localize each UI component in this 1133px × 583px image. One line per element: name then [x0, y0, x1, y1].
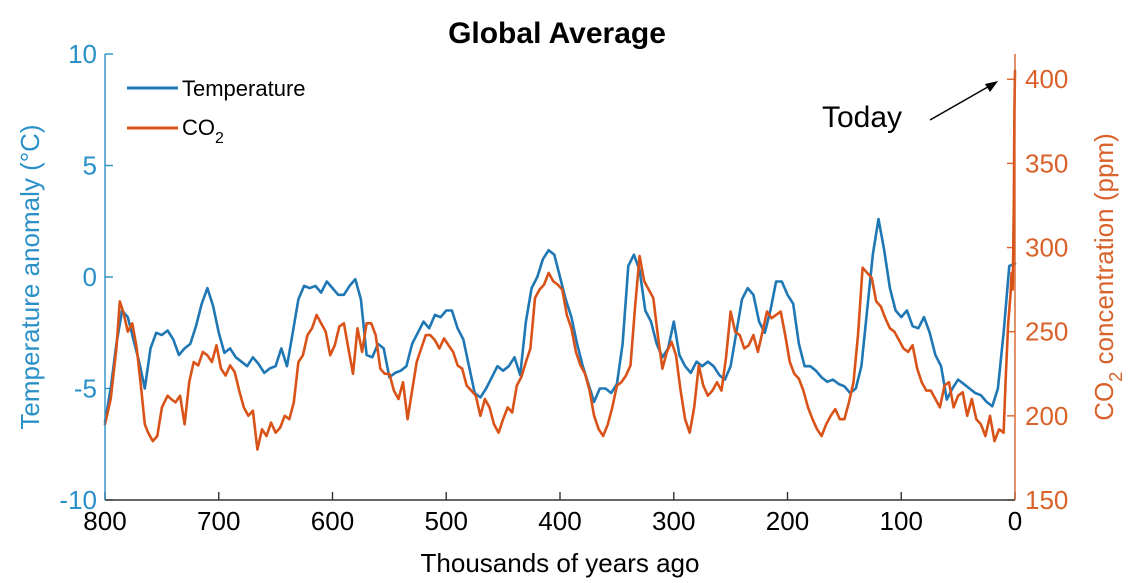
today-arrow: [929, 83, 994, 121]
co2-series-line: [103, 69, 1017, 451]
x-tick-label: 500: [425, 506, 468, 536]
right-tick-label: 200: [1025, 401, 1068, 431]
left-tick-label: 10: [68, 39, 97, 69]
x-tick-label: 400: [538, 506, 581, 536]
x-tick-label: 800: [83, 506, 126, 536]
today-annotation: Today: [822, 81, 998, 134]
right-tick-label: 400: [1025, 64, 1068, 94]
temperature-series-line: [103, 217, 1017, 424]
x-tick-label: 700: [197, 506, 240, 536]
right-axis-label-rest: concentration (ppm): [1089, 133, 1119, 371]
right-tick-label: 250: [1025, 317, 1068, 347]
today-arrowhead: [985, 81, 998, 92]
plot-area: [103, 69, 1017, 451]
legend-label-co2-main: CO: [182, 115, 215, 140]
right-axis-label-co: CO: [1089, 382, 1119, 421]
right-axis-label: CO2 concentration (ppm): [1089, 133, 1126, 420]
chart-title: Global Average: [448, 17, 666, 50]
right-axis-label-subscript: 2: [1106, 372, 1126, 382]
x-tick-label: 0: [1008, 506, 1022, 536]
legend-label-co2: CO2: [182, 115, 224, 147]
x-tick-label: 200: [766, 506, 809, 536]
right-tick-label: 300: [1025, 233, 1068, 263]
right-tick-label: 150: [1025, 485, 1068, 515]
legend: Temperature CO2: [127, 76, 306, 147]
x-tick-label: 100: [880, 506, 923, 536]
legend-label-temperature: Temperature: [182, 76, 306, 101]
right-y-axis: 400 350 300 250 200 150: [1007, 64, 1068, 515]
left-tick-label: 0: [83, 262, 97, 292]
x-tick-label: 300: [652, 506, 695, 536]
right-tick-label: 350: [1025, 148, 1068, 178]
x-axis-label: Thousands of years ago: [421, 548, 700, 578]
left-tick-label: -5: [74, 374, 97, 404]
x-axis: 800 700 600 500 400 300 200 100 0: [83, 492, 1022, 536]
left-axis-label: Temperature anomaly (°C): [15, 124, 45, 429]
left-tick-label: 5: [83, 151, 97, 181]
left-tick-label: -10: [59, 485, 97, 515]
today-label: Today: [822, 101, 902, 134]
x-tick-label: 600: [311, 506, 354, 536]
legend-label-co2-subscript: 2: [215, 130, 224, 147]
